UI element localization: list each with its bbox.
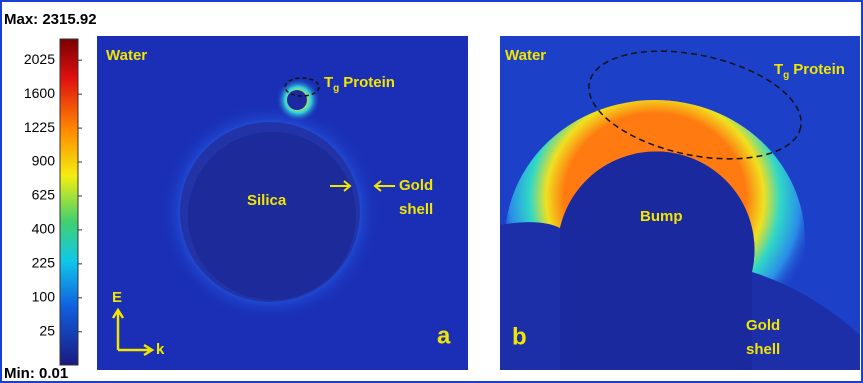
label: Protein <box>343 74 395 91</box>
figure: Max: 2315.92 Min: 0.01 2025 1600 1225 900 62… <box>0 0 863 383</box>
label: shell <box>399 201 433 218</box>
label: Protein <box>793 61 845 78</box>
label: Silica <box>247 192 287 209</box>
label: T <box>324 74 333 91</box>
label: Gold <box>746 317 780 334</box>
tick-label: 900 <box>32 153 56 169</box>
silica-core <box>188 132 356 300</box>
colorbar-min: Min: 0.01 <box>4 365 68 382</box>
tick-label: 625 <box>32 187 56 203</box>
tick-label: 400 <box>32 221 56 237</box>
panel-letter: a <box>437 322 451 349</box>
label: E <box>112 289 122 306</box>
tick-label: 25 <box>39 322 55 338</box>
bump <box>560 152 754 370</box>
label: Water <box>106 47 147 64</box>
label: Water <box>505 47 546 64</box>
label: T <box>774 61 783 78</box>
label: g <box>333 83 339 94</box>
label: Gold <box>399 177 433 194</box>
tick-label: 100 <box>32 288 56 304</box>
label: Bump <box>640 208 683 225</box>
tick-label: 225 <box>32 255 56 271</box>
panel-letter: b <box>512 323 527 350</box>
tick-label: 1600 <box>24 85 55 101</box>
label: k <box>156 341 165 358</box>
label: shell <box>746 341 780 358</box>
tick-label: 1225 <box>24 119 55 135</box>
colorbar-max: Max: 2315.92 <box>4 11 97 28</box>
bump <box>287 90 307 110</box>
label: g <box>783 70 789 81</box>
colorbar <box>60 39 78 365</box>
tick-label: 2025 <box>24 51 55 67</box>
